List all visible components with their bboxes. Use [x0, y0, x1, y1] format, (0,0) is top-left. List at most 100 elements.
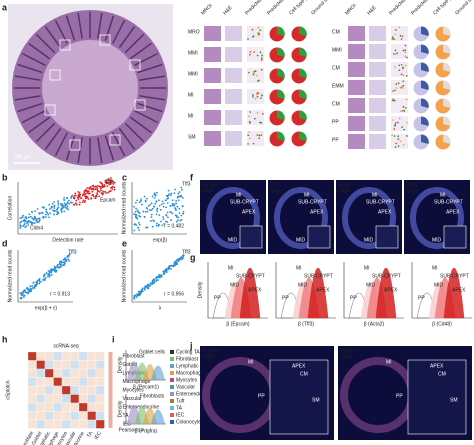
- point: [92, 195, 95, 198]
- crypt: [118, 26, 136, 48]
- label: MI: [440, 192, 446, 198]
- dot: [404, 64, 407, 67]
- heat-cell: [44, 402, 54, 412]
- dot: [405, 75, 408, 77]
- point: [152, 219, 155, 222]
- legend-swatch: [170, 378, 174, 382]
- point: [146, 210, 149, 213]
- label: Density: [117, 356, 123, 373]
- legend-swatch: [170, 357, 174, 361]
- point: [148, 209, 151, 212]
- legend-swatch: [170, 406, 174, 410]
- expr: [369, 98, 386, 113]
- density: [443, 267, 465, 319]
- point: [150, 209, 153, 212]
- crypt: [44, 26, 62, 48]
- dot: [249, 111, 252, 113]
- point: [138, 229, 140, 231]
- dot: [394, 49, 397, 52]
- heat-cell: [27, 351, 37, 361]
- heat-cell: [44, 368, 54, 378]
- label: Ground truth: [454, 0, 474, 16]
- dot: [253, 51, 256, 53]
- point: [81, 201, 84, 204]
- roi-box: [59, 39, 71, 51]
- dot: [394, 124, 396, 126]
- cells: [247, 26, 264, 41]
- point: [134, 213, 137, 216]
- crypt: [17, 63, 43, 74]
- legend-entry: Macrophage: [123, 379, 151, 385]
- heat-cell: [70, 377, 80, 387]
- label: Correlation: [7, 196, 13, 221]
- point: [106, 182, 109, 184]
- point: [64, 258, 67, 261]
- label: β (Epcam): [226, 321, 249, 327]
- point: [162, 218, 165, 221]
- hne: [204, 26, 221, 41]
- point: [180, 186, 183, 189]
- pie-slice: [443, 116, 451, 126]
- dot: [257, 92, 260, 95]
- point: [48, 271, 51, 274]
- point: [25, 225, 28, 228]
- dot: [392, 99, 395, 102]
- pie-slice: [443, 62, 451, 72]
- hne: [204, 110, 221, 125]
- dot: [398, 69, 401, 72]
- legend-swatch: [170, 399, 174, 403]
- inset: [239, 225, 263, 249]
- point: [62, 258, 65, 261]
- point: [21, 291, 24, 294]
- point: [53, 268, 55, 270]
- heat-cell: [78, 385, 88, 395]
- point: [29, 285, 32, 288]
- label: Tff3: [270, 182, 279, 188]
- pie-slice: [421, 26, 429, 36]
- pie-slice: [421, 80, 429, 90]
- point: [33, 222, 36, 224]
- heat-cell: [61, 351, 71, 361]
- point: [102, 190, 104, 193]
- point: [108, 179, 111, 182]
- label: MI: [188, 113, 194, 119]
- crypt: [21, 52, 46, 66]
- dot: [256, 93, 258, 96]
- dot: [260, 68, 263, 71]
- point: [96, 192, 99, 194]
- point: [135, 207, 137, 210]
- point: [137, 290, 140, 293]
- point: [100, 182, 103, 185]
- legend-entry: Cycling TA: [176, 349, 200, 355]
- dot: [399, 86, 402, 89]
- heat-cell: [78, 402, 88, 412]
- dot: [260, 97, 262, 100]
- panel-letter: f: [190, 172, 194, 182]
- point: [133, 205, 135, 208]
- dot: [391, 37, 394, 40]
- point: [113, 188, 116, 191]
- heat-cell: [27, 411, 37, 421]
- point: [182, 212, 185, 215]
- point: [150, 216, 153, 218]
- label: APEX: [378, 209, 392, 215]
- point: [73, 194, 76, 197]
- dot: [401, 126, 403, 128]
- point: [49, 208, 51, 210]
- point: [155, 213, 158, 216]
- point: [108, 190, 111, 193]
- hne: [348, 134, 365, 149]
- label: DAPI: [341, 354, 353, 360]
- point: [44, 216, 47, 219]
- point: [161, 224, 164, 227]
- point: [78, 195, 81, 197]
- inset: [269, 359, 329, 435]
- label: Tff3: [68, 249, 77, 255]
- label: MID: [366, 282, 376, 288]
- point: [182, 211, 185, 213]
- dot: [395, 83, 398, 85]
- dot: [256, 95, 259, 98]
- dot: [402, 144, 405, 146]
- heat-cell: [87, 394, 97, 404]
- point: [101, 193, 104, 196]
